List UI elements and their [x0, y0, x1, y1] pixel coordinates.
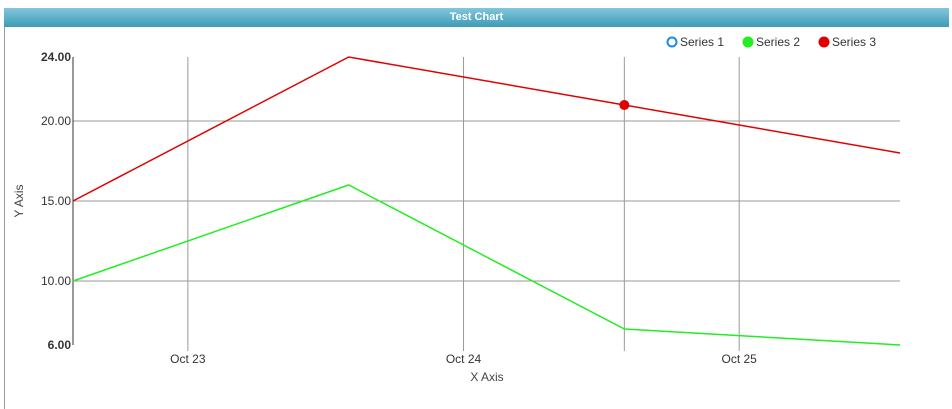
series-line-series-3 [72, 56, 901, 202]
legend-item-series-2[interactable]: Series 2 [742, 35, 801, 49]
x-tick-label: Oct 25 [722, 352, 758, 366]
y-tick-label: 24.00 [41, 50, 71, 64]
y-tick-label: 6.00 [48, 338, 72, 352]
legend-marker-icon [742, 36, 754, 48]
x-axis-label: X Axis [470, 370, 503, 384]
y-tick-label: 20.00 [41, 114, 71, 128]
legend-marker-icon [818, 36, 830, 48]
legend-item-series-3[interactable]: Series 3 [818, 35, 877, 49]
legend-label: Series 1 [680, 35, 724, 49]
y-axis-label: Y Axis [12, 184, 26, 217]
legend-marker-icon [666, 36, 678, 48]
x-tick-label: Oct 24 [446, 352, 482, 366]
x-tick-label: Oct 23 [170, 352, 206, 366]
legend-label: Series 2 [756, 35, 800, 49]
y-tick-label: 10.00 [41, 274, 71, 288]
legend-label: Series 3 [832, 35, 876, 49]
chart-title: Test Chart [4, 8, 949, 27]
series-line-series-2 [72, 184, 901, 346]
highlighted-data-point [619, 100, 630, 110]
y-tick-label: 15.00 [41, 194, 71, 208]
legend-item-series-1[interactable]: Series 1 [666, 35, 725, 49]
